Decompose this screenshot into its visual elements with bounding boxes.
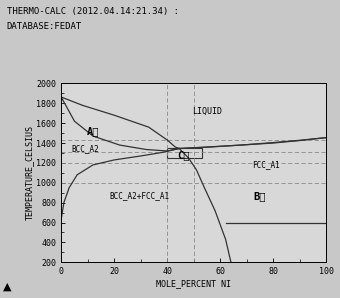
Text: BCC_A2+FCC_A1: BCC_A2+FCC_A1 bbox=[109, 191, 169, 200]
Text: BCC_A2: BCC_A2 bbox=[72, 145, 100, 153]
X-axis label: MOLE_PERCENT NI: MOLE_PERCENT NI bbox=[156, 279, 231, 288]
Text: THERMO-CALC (2012.04.14:21.34) :: THERMO-CALC (2012.04.14:21.34) : bbox=[7, 7, 179, 16]
Text: A区: A区 bbox=[87, 126, 99, 136]
Text: C区: C区 bbox=[177, 150, 189, 160]
Text: ▲: ▲ bbox=[3, 282, 12, 292]
Bar bbox=[167, 148, 202, 159]
Text: DATABASE:FEDAT: DATABASE:FEDAT bbox=[7, 22, 82, 31]
Text: B区: B区 bbox=[254, 191, 266, 201]
Text: FCC_A1: FCC_A1 bbox=[252, 160, 280, 169]
Text: LIQUID: LIQUID bbox=[192, 107, 222, 116]
Y-axis label: TEMPERATURE_CELSIUS: TEMPERATURE_CELSIUS bbox=[24, 125, 34, 220]
